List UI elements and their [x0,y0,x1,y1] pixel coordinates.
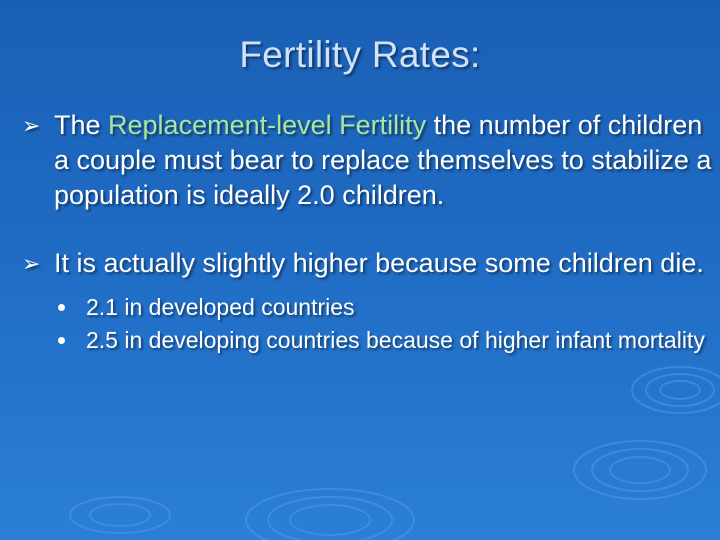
bullet-rest-text: the number of children a couple must bea… [54,110,712,210]
sub-bullet-item: 2.5 in developing countries because of h… [54,326,712,354]
bullet-item: ➢ It is actually slightly higher because… [22,246,712,354]
arrow-bullet-icon: ➢ [22,251,41,276]
bullet-item: ➢ The Replacement-level Fertility the nu… [22,108,712,213]
dot-bullet-icon [58,337,65,344]
sub-bullet-text: 2.5 in developing countries because of h… [86,327,705,353]
bullet-lead-text: The [54,110,109,140]
arrow-bullet-icon: ➢ [22,113,41,138]
highlighted-term: Replacement-level Fertility [108,110,427,140]
sub-bullet-text: 2.1 in developed countries [86,294,355,320]
slide-title: Fertility Rates: [239,34,481,75]
sub-bullet-item: 2.1 in developed countries [54,293,712,321]
bullet-list: ➢ The Replacement-level Fertility the nu… [22,108,712,354]
bullet-text: It is actually slightly higher because s… [54,248,704,278]
sub-bullet-list: 2.1 in developed countries 2.5 in develo… [54,293,712,354]
dot-bullet-icon [58,304,65,311]
